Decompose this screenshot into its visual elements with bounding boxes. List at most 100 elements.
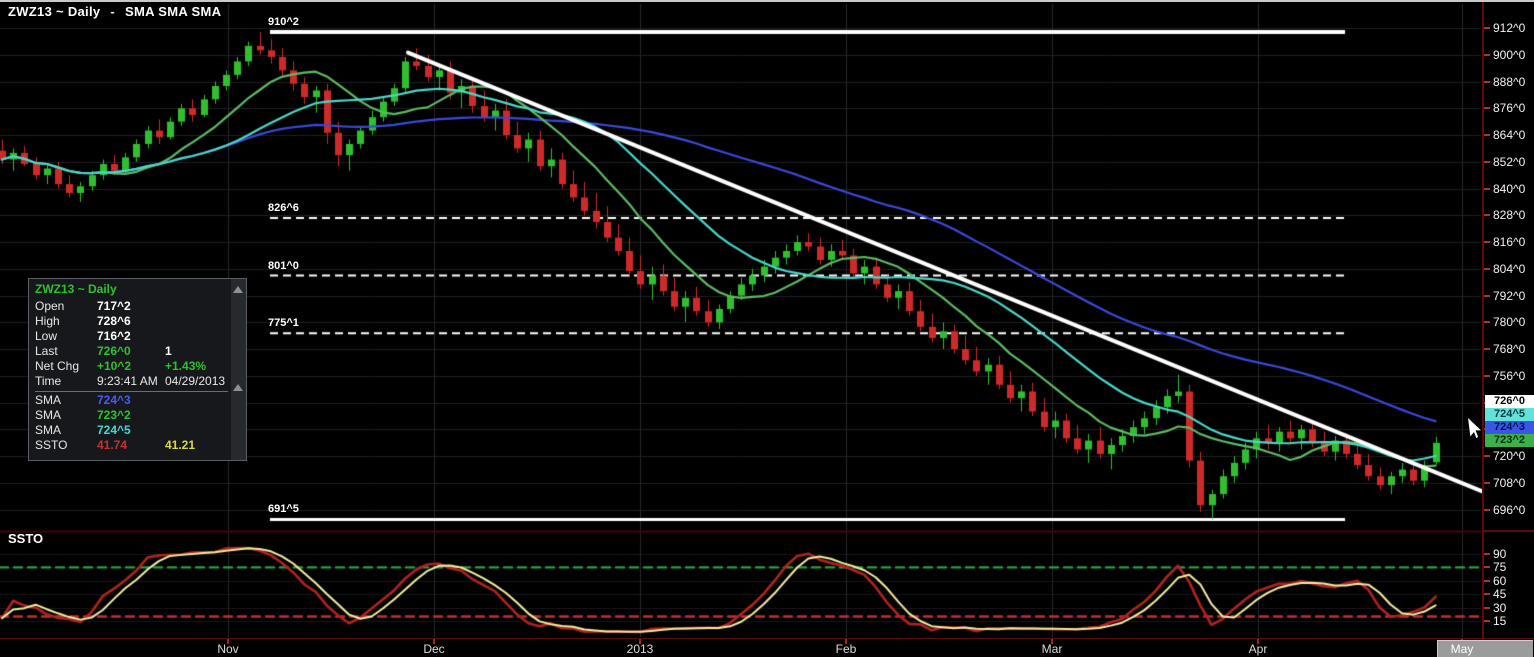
quote-row-open: Open 717^2	[35, 299, 246, 314]
price-tick-label: 888^0	[1493, 74, 1526, 89]
ssto-tick-label: 90	[1493, 547, 1507, 561]
month-label: Apr	[1248, 642, 1268, 656]
sma-label: SMA	[35, 408, 62, 422]
price-badge: 724^3	[1485, 421, 1534, 434]
symbol-title: ZWZ13 ~ Daily	[8, 4, 101, 19]
collapse-arrow-icon[interactable]	[233, 384, 243, 391]
ssto-tick-mark	[1484, 566, 1490, 569]
sma-label: SMA	[35, 423, 62, 437]
ssto-label: SSTO	[35, 438, 68, 452]
price-axis[interactable]: 912^0 900^0 888^0 876^0 864^0 852^0 840^0 828^0…	[1482, 2, 1534, 638]
month-tick-mark	[1257, 639, 1259, 644]
month-tick-mark	[433, 639, 435, 644]
price-tick-label: 864^0	[1493, 128, 1526, 143]
month-label: Feb	[835, 642, 857, 656]
ssto-tick-mark	[1484, 579, 1490, 582]
month-tick-mark	[639, 639, 641, 644]
netchg-value: +10^2	[97, 359, 132, 373]
quote-row-netchg: Net Chg +10^2 +1.43%	[35, 359, 246, 374]
level-label: 775^1	[268, 317, 299, 330]
low-label: Low	[35, 329, 58, 343]
time-label: Time	[35, 374, 62, 388]
ssto-tick-mark	[1484, 593, 1490, 596]
month-label: 2013	[626, 642, 654, 656]
price-tick-mark	[1484, 241, 1490, 244]
time-axis[interactable]: Nov Dec 2013 Feb Mar Apr May	[0, 638, 1534, 657]
title-separator: -	[110, 4, 116, 19]
study-row-ssto: SSTO 41.74 41.21	[35, 438, 246, 453]
quote-panel-scroll-column	[231, 279, 246, 460]
price-tick-mark	[1484, 455, 1490, 458]
quote-panel-divider	[35, 391, 228, 392]
low-value: 716^2	[97, 329, 131, 343]
quote-row-last: Last 726^0 1	[35, 344, 246, 359]
ssto-tick-label: 60	[1493, 573, 1507, 588]
month-label: Nov	[217, 642, 239, 656]
price-tick-label: 876^0	[1493, 101, 1526, 116]
price-tick-label: 840^0	[1493, 181, 1526, 196]
price-tick-mark	[1484, 160, 1490, 163]
indicator-pane-label: SSTO	[8, 531, 44, 546]
price-badge: 723^2	[1485, 434, 1534, 447]
ssto-tick-label: 15	[1493, 613, 1507, 628]
price-tick-mark	[1484, 134, 1490, 137]
price-tick-label: 804^0	[1493, 261, 1526, 276]
quote-row-time: Time 9:23:41 AM 04/29/2013	[35, 374, 246, 389]
price-tick-mark	[1484, 321, 1490, 324]
open-value: 717^2	[97, 299, 131, 313]
study-row-sma-cyan: SMA 724^5	[35, 423, 246, 438]
price-tick-mark	[1484, 348, 1490, 351]
month-label: Mar	[1041, 642, 1063, 656]
chart-titlebar: ZWZ13 ~ Daily - SMA SMA SMA	[8, 4, 221, 19]
price-tick-mark	[1484, 508, 1490, 511]
price-tick-mark	[1484, 214, 1490, 217]
axis-pane-separator	[1484, 530, 1534, 532]
high-value: 728^6	[97, 314, 131, 328]
price-tick-mark	[1484, 53, 1490, 56]
study-row-sma-blue: SMA 724^3	[35, 393, 246, 408]
study-row-sma-green: SMA 723^2	[35, 408, 246, 423]
price-tick-mark	[1484, 294, 1490, 297]
month-label: Dec	[423, 642, 445, 656]
sma-label: SMA	[35, 393, 62, 407]
month-tick-mark	[1051, 639, 1053, 644]
scrollbar-thumb[interactable]	[1437, 640, 1533, 657]
price-tick-label: 816^0	[1493, 235, 1526, 250]
price-tick-label: 780^0	[1493, 315, 1526, 330]
netchg-percent: +1.43%	[165, 359, 207, 373]
price-tick-mark	[1484, 187, 1490, 190]
last-size: 1	[165, 344, 172, 358]
date-value: 04/29/2013	[165, 374, 226, 388]
month-label: May	[1450, 642, 1474, 656]
open-label: Open	[35, 299, 65, 313]
high-label: High	[35, 314, 60, 328]
month-tick-mark	[845, 639, 847, 644]
price-tick-label: 828^0	[1493, 208, 1526, 223]
time-value: 9:23:41 AM	[97, 374, 158, 388]
sma-cyan-value: 724^5	[97, 423, 131, 437]
collapse-arrow-icon[interactable]	[233, 286, 243, 293]
quote-panel[interactable]: ZWZ13 ~ Daily Open 717^2 High 728^6 Low …	[28, 278, 247, 461]
level-label: 691^5	[268, 503, 299, 516]
ssto-tick-mark	[1484, 606, 1490, 609]
sma-blue-value: 724^3	[97, 393, 131, 407]
sma-green-value: 723^2	[97, 408, 131, 422]
price-tick-mark	[1484, 107, 1490, 110]
ssto-tick-mark	[1484, 619, 1490, 622]
price-tick-label: 756^0	[1493, 368, 1526, 383]
ssto-k-value: 41.74	[97, 438, 128, 452]
price-tick-label: 852^0	[1493, 154, 1526, 169]
quote-row-low: Low 716^2	[35, 329, 246, 344]
price-tick-mark	[1484, 481, 1490, 484]
price-tick-label: 696^0	[1493, 502, 1526, 517]
price-tick-label: 792^0	[1493, 288, 1526, 303]
netchg-label: Net Chg	[35, 359, 80, 373]
ssto-tick-mark	[1484, 553, 1490, 555]
month-tick-mark	[227, 639, 229, 644]
level-label: 826^6	[268, 202, 299, 215]
price-tick-label: 708^0	[1493, 475, 1526, 490]
price-tick-label: 900^0	[1493, 47, 1526, 62]
ssto-tick-label: 45	[1493, 587, 1507, 602]
price-tick-mark	[1484, 374, 1490, 377]
